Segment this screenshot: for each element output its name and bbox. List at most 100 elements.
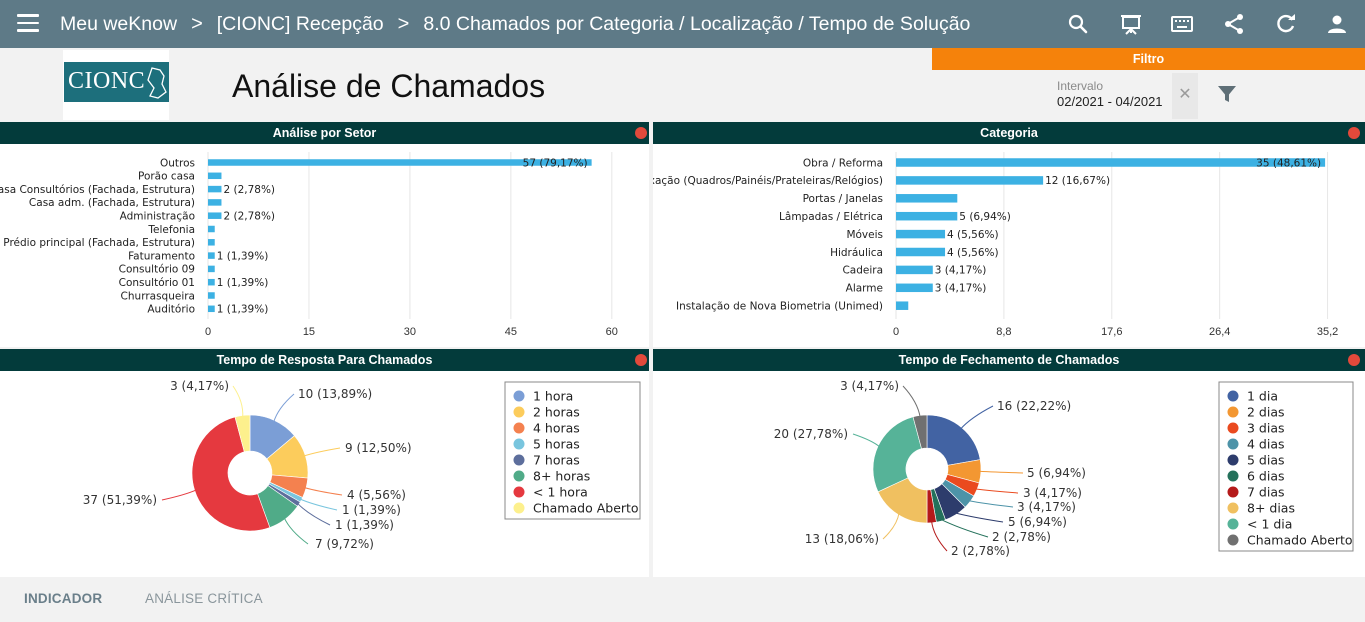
- status-dot-icon[interactable]: [1348, 127, 1360, 139]
- legend-swatch: [1227, 406, 1239, 418]
- top-app-bar: Meu weKnow > [CIONC] Recepção > 8.0 Cham…: [0, 0, 1365, 48]
- filter-tab[interactable]: Filtro: [932, 48, 1365, 70]
- category-label: Telefonia: [147, 224, 195, 236]
- leader-line: [978, 470, 1024, 474]
- x-tick-label: 8,8: [996, 326, 1011, 338]
- leader-line: [296, 502, 331, 526]
- category-label: Lâmpadas / Elétrica: [779, 211, 883, 223]
- menu-icon[interactable]: [17, 14, 39, 34]
- legend-swatch: [1227, 454, 1239, 466]
- status-dot-icon[interactable]: [635, 354, 647, 366]
- filter-funnel-icon[interactable]: [1215, 82, 1239, 106]
- leader-line: [273, 393, 295, 423]
- breadcrumb-item-recepcao[interactable]: [CIONC] Recepção: [216, 12, 384, 35]
- bar: [896, 265, 933, 275]
- x-tick-label: 0: [893, 326, 899, 338]
- category-label: Hidráulica: [830, 247, 883, 259]
- keyboard-icon[interactable]: [1170, 12, 1194, 36]
- breadcrumb-item-current: 8.0 Chamados por Categoria / Localização…: [423, 12, 971, 35]
- slice-data-label: 10 (13,89%): [298, 387, 372, 401]
- company-logo: CIONC: [63, 50, 169, 120]
- donut-slice: [912, 414, 928, 450]
- legend-swatch: [1227, 486, 1239, 498]
- leader-line: [940, 518, 989, 538]
- legend-swatch: [513, 406, 525, 418]
- leader-line: [299, 498, 338, 511]
- legend-item-label: 7 dias: [1247, 485, 1285, 500]
- user-icon[interactable]: [1325, 12, 1349, 36]
- bar: [208, 185, 222, 193]
- leader-line: [954, 512, 1004, 523]
- category-label: Móveis: [846, 229, 883, 241]
- logo-text: CIONC: [68, 68, 146, 94]
- leader-line: [968, 500, 1014, 508]
- data-label: 12 (16,67%): [1045, 175, 1110, 187]
- slice-data-label: 5 (6,94%): [1008, 515, 1067, 529]
- legend-swatch: [513, 454, 525, 466]
- legend-swatch: [513, 470, 525, 482]
- slice-data-label: 2 (2,78%): [992, 530, 1051, 544]
- share-icon[interactable]: [1222, 12, 1246, 36]
- interval-filter[interactable]: Intervalo 02/2021 - 04/2021: [1052, 73, 1170, 119]
- legend-swatch: [1227, 534, 1239, 546]
- slice-data-label: 37 (51,39%): [83, 493, 157, 507]
- leader-line: [974, 488, 1019, 494]
- category-label: Casa adm. (Fachada, Estrutura): [29, 197, 195, 209]
- status-dot-icon[interactable]: [1348, 354, 1360, 366]
- leader-line: [852, 433, 881, 448]
- x-tick-label: 60: [606, 326, 618, 338]
- status-dot-icon[interactable]: [635, 127, 647, 139]
- bar: [208, 278, 215, 286]
- panel-tempo-resposta: Tempo de Resposta Para Chamados 10 (13,8…: [0, 349, 649, 577]
- tab-analise-critica[interactable]: ANÁLISE CRÍTICA: [145, 591, 263, 606]
- legend-swatch: [513, 502, 525, 514]
- legend-swatch: [1227, 518, 1239, 530]
- bar: [896, 194, 958, 203]
- bar: [208, 292, 215, 299]
- legend-swatch: [1227, 422, 1239, 434]
- breadcrumb: Meu weKnow > [CIONC] Recepção > 8.0 Cham…: [60, 0, 970, 48]
- category-label: Cadeira: [842, 265, 883, 277]
- legend-swatch: [513, 438, 525, 450]
- presentation-icon[interactable]: [1119, 12, 1143, 36]
- legend-item-label: 1 dia: [1247, 389, 1278, 404]
- data-label: 1 (1,39%): [217, 304, 269, 316]
- x-tick-label: 35,2: [1317, 326, 1338, 338]
- legend-swatch: [1227, 502, 1239, 514]
- legend-item-label: 4 horas: [533, 421, 580, 436]
- data-label: 4 (5,56%): [947, 229, 999, 241]
- data-label: 4 (5,56%): [947, 247, 999, 259]
- bar-chart-categoria: 0 8,8 17,6 26,4 35,2 Obra / Reforma 35 (48,61%…: [653, 152, 1338, 338]
- bar: [896, 247, 946, 257]
- slice-data-label: 13 (18,06%): [805, 532, 879, 546]
- data-label: 1 (1,39%): [217, 250, 269, 262]
- panel-analise-por-setor: Análise por Setor 0 15 30 45 60 Outros 57 (79,…: [0, 122, 649, 347]
- logo-map-icon: [147, 67, 167, 99]
- x-tick-label: 30: [404, 326, 416, 338]
- data-label: 1 (1,39%): [217, 277, 269, 289]
- bar: [896, 283, 933, 293]
- legend-box: [1218, 381, 1354, 552]
- app-brand-link[interactable]: Meu weKnow: [60, 12, 178, 35]
- category-label: Instalação de Nova Biometria (Unimed): [676, 301, 883, 313]
- category-label: Prédio principal (Fachada, Estrutura): [3, 237, 195, 249]
- data-label: 3 (4,17%): [935, 283, 987, 295]
- category-label: Consultório 01: [119, 277, 195, 289]
- slice-data-label: 3 (4,17%): [170, 379, 229, 393]
- tab-indicador[interactable]: INDICADOR: [24, 591, 103, 606]
- interval-value[interactable]: 02/2021 - 04/2021: [1057, 94, 1163, 109]
- donut-slice: [191, 416, 271, 532]
- category-label: Alarme: [846, 283, 883, 295]
- donut-slice: [872, 416, 922, 493]
- leader-line: [882, 512, 900, 540]
- legend-box: [504, 381, 641, 520]
- search-icon[interactable]: [1066, 12, 1090, 36]
- bar: [208, 265, 215, 273]
- clear-interval-button[interactable]: ✕: [1172, 73, 1198, 119]
- legend-swatch: [1227, 390, 1239, 402]
- refresh-icon[interactable]: [1274, 12, 1298, 36]
- leader-line: [232, 385, 244, 418]
- data-label: 5 (6,94%): [959, 211, 1011, 223]
- category-label: Outros: [160, 157, 195, 169]
